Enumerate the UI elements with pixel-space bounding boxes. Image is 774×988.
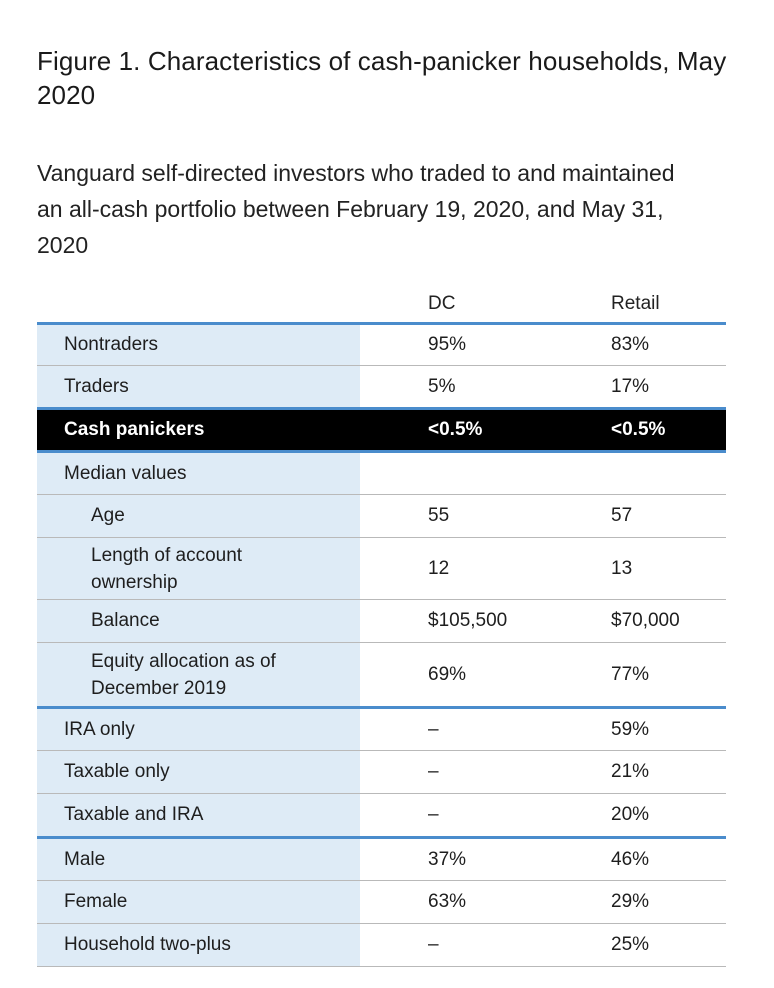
row-retail-value: $70,000: [611, 610, 680, 631]
table-row: Female 63% 29%: [37, 880, 726, 923]
table-row: Taxable and IRA – 20%: [37, 793, 726, 836]
row-retail-value: 21%: [611, 761, 650, 782]
table-bottom-rule: [37, 966, 726, 967]
row-retail-value: <0.5%: [611, 419, 666, 440]
row-dc-value: $105,500: [428, 610, 508, 631]
row-dc-value: 69%: [428, 663, 467, 685]
row-dc-value: –: [428, 718, 439, 740]
row-label: Nontraders: [37, 325, 360, 365]
row-dc-value: <0.5%: [428, 419, 483, 440]
row-retail-value: 20%: [611, 804, 650, 825]
row-label: Taxable only: [37, 751, 360, 793]
table-row: Household two-plus – 25%: [37, 923, 726, 966]
row-dc-value: 37%: [428, 848, 467, 870]
row-dc-value: 95%: [428, 334, 467, 355]
row-dc-value: 5%: [428, 375, 456, 397]
table-header: DC Retail: [37, 285, 726, 322]
row-retail-value: 17%: [611, 375, 650, 397]
row-retail-value: 29%: [611, 891, 650, 912]
table-row: Traders 5% 17%: [37, 365, 726, 407]
row-label: Age: [37, 495, 360, 537]
row-label: Female: [37, 881, 360, 923]
row-retail-value: 57: [611, 505, 633, 526]
figure-title: Figure 1. Characteristics of cash-panick…: [37, 46, 727, 110]
row-retail-value: [542, 453, 726, 494]
table-row: Median values: [37, 450, 726, 494]
row-retail-value: 46%: [611, 848, 650, 870]
row-label: Traders: [37, 366, 360, 407]
row-dc-value: [360, 453, 542, 494]
row-label: Cash panickers: [37, 410, 360, 450]
table-row: Length of account ownership 12 13: [37, 537, 726, 599]
row-label: Median values: [37, 453, 360, 494]
row-label: Length of account ownership: [37, 538, 360, 599]
row-dc-value: –: [428, 934, 439, 955]
table-row: Equity allocation as of December 2019 69…: [37, 642, 726, 706]
table-row: Male 37% 46%: [37, 836, 726, 880]
row-dc-value: 63%: [428, 891, 467, 912]
row-label: Balance: [37, 600, 360, 642]
row-dc-value: 12: [428, 557, 450, 579]
table-row: IRA only – 59%: [37, 706, 726, 750]
row-dc-value: 55: [428, 505, 450, 526]
characteristics-table: DC Retail Nontraders 95% 83% Traders 5% …: [37, 285, 726, 967]
table-row: Taxable only – 21%: [37, 750, 726, 793]
row-dc-value: –: [428, 761, 439, 782]
figure-subtitle: Vanguard self-directed investors who tra…: [37, 160, 675, 258]
row-dc-value: –: [428, 804, 439, 825]
table-row: Nontraders 95% 83%: [37, 322, 726, 365]
row-retail-value: 13: [611, 557, 633, 579]
table-row-highlight: Cash panickers <0.5% <0.5%: [37, 407, 726, 450]
row-retail-value: 83%: [611, 334, 650, 355]
row-retail-value: 59%: [611, 718, 650, 740]
header-retail: Retail: [611, 292, 660, 314]
row-retail-value: 77%: [611, 663, 650, 685]
row-label: Equity allocation as of December 2019: [37, 643, 360, 706]
row-label: Taxable and IRA: [37, 794, 360, 836]
row-retail-value: 25%: [611, 934, 650, 955]
table-row: Balance $105,500 $70,000: [37, 599, 726, 642]
row-label: Household two-plus: [37, 924, 360, 966]
row-label: IRA only: [37, 709, 360, 750]
row-label: Male: [37, 839, 360, 880]
header-dc: DC: [428, 292, 456, 314]
table-row: Age 55 57: [37, 494, 726, 537]
